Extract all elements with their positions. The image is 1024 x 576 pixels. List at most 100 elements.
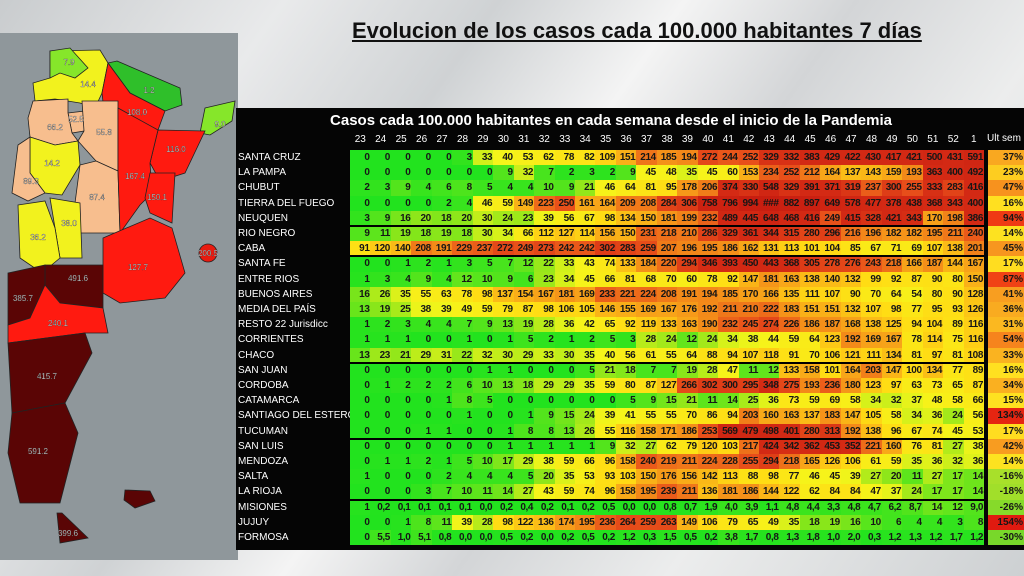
- heatmap-cell: 59: [493, 195, 514, 211]
- heatmap-cell: 0: [431, 408, 453, 424]
- heatmap-cell: 93: [595, 469, 616, 485]
- heatmap-cell: 0: [472, 332, 494, 348]
- heatmap-cell: 94: [902, 317, 923, 333]
- heatmap-cell: 98: [759, 469, 780, 485]
- heatmap-cell: 60: [718, 165, 739, 181]
- heatmap-cell: 79: [677, 438, 698, 454]
- heatmap-cell: 9: [595, 438, 616, 454]
- heatmap-cell: 11: [431, 514, 453, 530]
- heatmap-cell: 0: [493, 393, 514, 409]
- heatmap-cell: 56: [963, 408, 984, 424]
- heatmap-cell: 11: [370, 226, 391, 242]
- map-value: 591.2: [28, 447, 49, 456]
- heatmap-cell: 8: [513, 423, 535, 439]
- heatmap-cell: 32: [943, 454, 964, 470]
- heatmap-cell: 2: [370, 317, 391, 333]
- heatmap-cell: 164: [820, 165, 841, 181]
- heatmap-cell: 500: [922, 150, 944, 166]
- heatmap-cell: 106: [554, 302, 575, 318]
- heatmap-cell: 4: [493, 469, 514, 485]
- heatmap-cell: 2: [595, 165, 616, 181]
- row-label: NEUQUEN: [238, 212, 289, 224]
- heatmap-cell: 9: [411, 271, 432, 287]
- heatmap-cell: 10: [534, 180, 555, 196]
- heatmap-cell: 649: [820, 195, 841, 211]
- heatmap-cell: 167: [963, 256, 984, 272]
- heatmap-cell: 278: [820, 256, 841, 272]
- heatmap-cell: 218: [656, 226, 678, 242]
- heatmap-cell: 1: [370, 378, 391, 394]
- heatmap-cell: 99: [861, 271, 882, 287]
- heatmap-cell: 93: [943, 302, 964, 318]
- heatmap-cell: 21: [390, 347, 412, 363]
- heatmap-cell: 0: [350, 150, 371, 166]
- heatmap-cell: 44: [759, 332, 780, 348]
- heatmap-cell: 150: [615, 226, 637, 242]
- heatmap-cell: 211: [718, 302, 739, 318]
- heatmap-cell: 0: [411, 408, 432, 424]
- heatmap-cell: 39: [452, 514, 473, 530]
- heatmap-cell: 368: [922, 195, 944, 211]
- heatmap-cell: 4: [390, 271, 412, 287]
- row-label: SAN LUIS: [238, 440, 284, 452]
- heatmap-cell: 19: [390, 226, 412, 242]
- heatmap-cell: 1,3: [779, 530, 800, 546]
- heatmap-cell: 48: [656, 165, 678, 181]
- heatmap-cell: 343: [943, 195, 964, 211]
- row-label: FORMOSA: [238, 532, 289, 543]
- heatmap-cell: 195: [922, 226, 944, 242]
- heatmap-cell: 118: [759, 347, 780, 363]
- heatmap-cell: 35: [574, 347, 596, 363]
- heatmap-cell: 416: [963, 180, 984, 196]
- map-value: 14.2: [44, 159, 60, 168]
- heatmap-cell: 163: [779, 271, 800, 287]
- heatmap-cell: 0: [370, 514, 391, 530]
- heatmap-cell: 132: [840, 302, 862, 318]
- heatmap-cell: 1: [554, 438, 575, 454]
- ult-sem-cell: 23%: [988, 165, 1024, 181]
- heatmap-cell: 88: [738, 469, 760, 485]
- heatmap-cell: 263: [656, 514, 678, 530]
- map-value: 87.4: [89, 193, 105, 202]
- heatmap-cell: 1: [390, 256, 412, 272]
- heatmap-cell: 94: [718, 408, 739, 424]
- heatmap-cell: 1: [493, 332, 514, 348]
- heatmap-cell: 77: [943, 362, 964, 378]
- province-chubut: [7, 332, 93, 414]
- heatmap-cell: 66: [574, 454, 596, 470]
- heatmap-cell: 253: [697, 423, 719, 439]
- heatmap-cell: 95: [656, 180, 678, 196]
- heatmap-cell: 4: [431, 271, 453, 287]
- heatmap-cell: 97: [881, 378, 903, 394]
- heatmap-cell: 36: [963, 454, 984, 470]
- heatmap-cell: 6: [881, 514, 903, 530]
- heatmap-cell: 198: [943, 210, 964, 226]
- week-tick-label: 46: [825, 134, 837, 145]
- heatmap-cell: 332: [779, 150, 800, 166]
- heatmap-cell: 32: [615, 438, 637, 454]
- heatmap-cell: 5,5: [370, 530, 391, 546]
- heatmap-cell: 39: [595, 408, 616, 424]
- heatmap-cell: 346: [697, 256, 719, 272]
- heatmap-cell: 302: [595, 241, 616, 257]
- heatmap-cell: 1,3: [902, 530, 923, 546]
- heatmap-cell: 2: [390, 378, 412, 394]
- ult-sem-cell: 14%: [988, 454, 1024, 470]
- heatmap-cell: 30: [472, 210, 494, 226]
- heatmap-table: Casos cada 100.000 habitantes en cada se…: [236, 108, 1024, 550]
- heatmap-cell: 67: [861, 241, 882, 257]
- heatmap-cell: 33: [554, 256, 575, 272]
- heatmap-cell: 252: [738, 150, 760, 166]
- heatmap-cell: 0,2: [513, 530, 535, 546]
- heatmap-cell: 0,3: [636, 530, 657, 546]
- heatmap-cell: 234: [759, 165, 780, 181]
- heatmap-cell: 0: [574, 393, 596, 409]
- heatmap-cell: 393: [718, 256, 739, 272]
- heatmap-cell: 194: [697, 286, 719, 302]
- heatmap-cell: 138: [861, 317, 882, 333]
- heatmap-cell: 424: [759, 438, 780, 454]
- heatmap-cell: 107: [922, 241, 944, 257]
- heatmap-cell: 58: [840, 393, 862, 409]
- heatmap-cell: 38: [411, 302, 432, 318]
- heatmap-cell: 8: [452, 180, 473, 196]
